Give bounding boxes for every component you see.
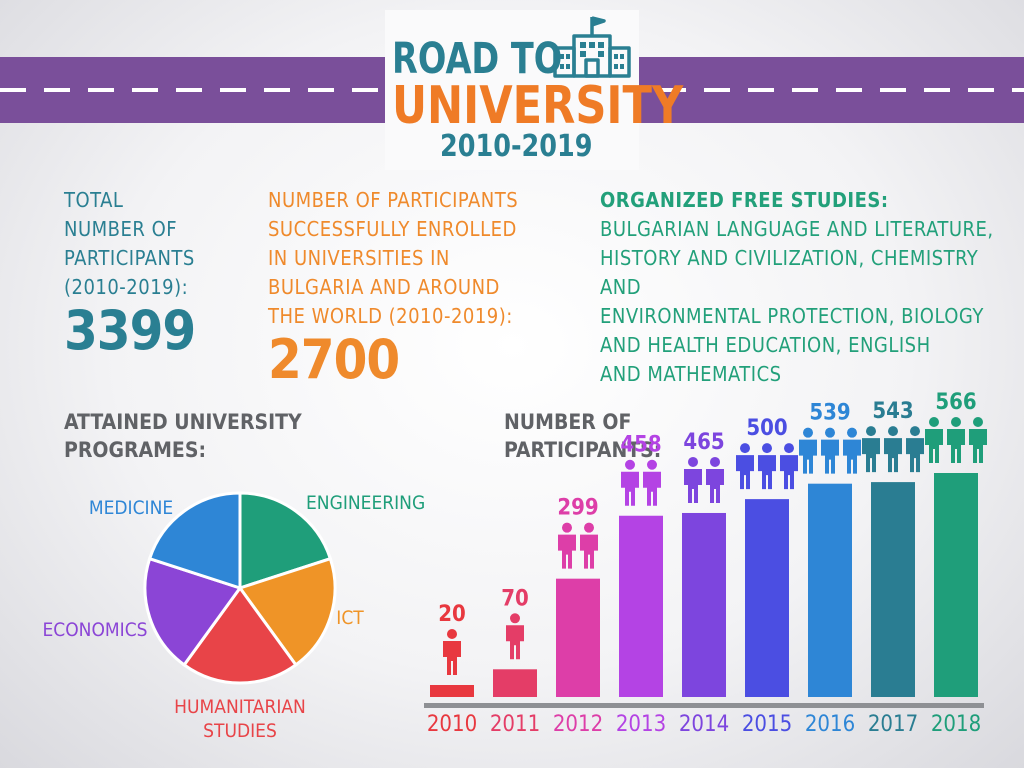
title-line-1: ROAD TO (392, 34, 563, 84)
year-label-2011: 2011 (489, 712, 541, 737)
person-icons-2012 (558, 522, 598, 569)
pie-label-humanitarian: HUMANITARIAN STUDIES (174, 696, 306, 742)
year-label-2014: 2014 (678, 712, 730, 737)
person-icons-2016 (799, 427, 861, 474)
pie-label-medicine: MEDICINE (88, 497, 174, 519)
school-icon (553, 16, 631, 78)
total-participants-block: TOTAL NUMBER OF PARTICIPANTS (2010-2019)… (64, 186, 234, 360)
pie-slice-economics (143, 556, 243, 667)
year-label-2016: 2016 (804, 712, 856, 737)
bar-2011 (493, 669, 537, 697)
bar-2017 (871, 482, 915, 697)
free-studies-heading: ORGANIZED FREE STUDIES: (600, 188, 889, 212)
pie-slice-medicine (147, 491, 242, 591)
bar-value-2012: 299 (557, 496, 598, 521)
bar-value-2015: 500 (746, 416, 787, 441)
person-icons-2014 (684, 456, 724, 503)
bar-value-2010: 20 (438, 602, 466, 627)
enrolled-participants-value: 2700 (268, 328, 400, 391)
bar-value-2016: 539 (809, 401, 850, 426)
bar-chart-title: NUMBER OF PARTICIPANTS: (504, 410, 662, 462)
person-icons-2015 (736, 443, 798, 490)
bar-2013 (619, 515, 663, 697)
total-participants-label: TOTAL NUMBER OF PARTICIPANTS (2010-2019)… (64, 188, 195, 299)
person-icons-2017 (862, 426, 924, 473)
bar-2018 (934, 473, 978, 697)
pie-slice-humanitarian (182, 585, 298, 685)
bar-2014 (682, 512, 726, 697)
bar-value-2013: 458 (620, 433, 661, 458)
bar-2015 (745, 499, 789, 697)
person-icons-2011 (506, 613, 524, 660)
year-label-2017: 2017 (867, 712, 919, 737)
year-label-2018: 2018 (930, 712, 982, 737)
programs-pie-chart (143, 491, 337, 685)
pie-label-engineering: ENGINEERING (306, 492, 426, 514)
pie-chart-title: ATTAINED UNIVERSITY PROGRAMES: (64, 410, 302, 462)
year-label-2013: 2013 (615, 712, 667, 737)
bar-value-2017: 543 (872, 399, 913, 424)
enrolled-participants-label: NUMBER OF PARTICIPANTS SUCCESSFULLY ENRO… (268, 188, 519, 328)
person-icons-2013 (621, 459, 661, 506)
bar-value-2018: 566 (935, 390, 976, 415)
free-studies-list: BULGARIAN LANGUAGE AND LITERATURE, HISTO… (600, 217, 994, 386)
bar-value-2011: 70 (501, 586, 529, 611)
pie-label-ict: ICT (336, 607, 364, 629)
bar-axis (424, 703, 984, 708)
pie-label-economics: ECONOMICS (42, 619, 148, 641)
bar-2016 (808, 483, 852, 697)
title-years: 2010-2019 (440, 129, 593, 164)
title-line-2: UNIVERSITY (392, 76, 684, 136)
enrolled-participants-block: NUMBER OF PARTICIPANTS SUCCESSFULLY ENRO… (268, 186, 538, 389)
person-icons-2018 (925, 417, 987, 463)
bar-2010 (430, 685, 474, 697)
total-participants-value: 3399 (64, 299, 196, 362)
person-icons-2010 (443, 629, 461, 675)
year-label-2015: 2015 (741, 712, 793, 737)
pie-slice-ict (237, 556, 337, 667)
bar-2012 (556, 578, 600, 697)
bar-value-2014: 465 (683, 430, 724, 455)
pie-slice-engineering (238, 491, 333, 591)
year-label-2010: 2010 (426, 712, 478, 737)
year-label-2012: 2012 (552, 712, 604, 737)
free-studies-block: ORGANIZED FREE STUDIES: BULGARIAN LANGUA… (600, 186, 1010, 389)
